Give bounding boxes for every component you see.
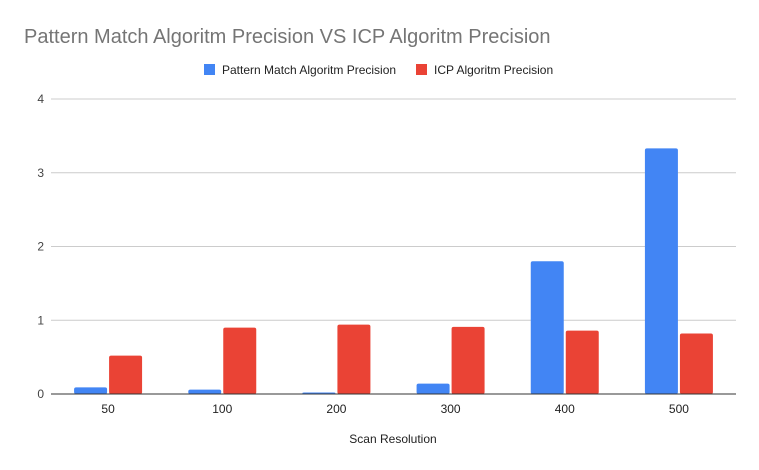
y-tick-label: 4 bbox=[37, 92, 44, 106]
y-tick-label: 3 bbox=[37, 166, 44, 180]
x-tick-label: 300 bbox=[441, 402, 461, 416]
x-tick-label: 500 bbox=[669, 402, 689, 416]
x-axis-label: Scan Resolution bbox=[349, 432, 436, 446]
bar-pattern-match-500 bbox=[644, 148, 678, 394]
legend-label-pattern-match: Pattern Match Algoritm Precision bbox=[222, 63, 396, 77]
chart-legend: Pattern Match Algoritm Precision ICP Alg… bbox=[204, 63, 553, 77]
y-tick-label: 1 bbox=[37, 313, 44, 327]
bar-pattern-match-400 bbox=[530, 261, 564, 394]
bars bbox=[74, 148, 713, 394]
bar-pattern-match-300 bbox=[416, 383, 450, 394]
y-tick-label: 0 bbox=[37, 387, 44, 401]
bar-icp-200 bbox=[337, 324, 371, 394]
legend-swatch-pattern-match bbox=[204, 64, 215, 75]
bar-icp-400 bbox=[565, 330, 599, 394]
legend-swatch-icp bbox=[416, 64, 427, 75]
x-axis-ticks: 50 100 200 300 400 500 bbox=[101, 402, 689, 416]
bar-icp-50 bbox=[109, 355, 143, 394]
gridlines bbox=[51, 98, 736, 321]
bar-icp-100 bbox=[223, 327, 257, 394]
bar-icp-500 bbox=[679, 333, 713, 394]
x-tick-label: 400 bbox=[555, 402, 575, 416]
legend-label-icp: ICP Algoritm Precision bbox=[434, 63, 553, 77]
chart-title: Pattern Match Algoritm Precision VS ICP … bbox=[24, 26, 551, 48]
x-tick-label: 100 bbox=[212, 402, 232, 416]
y-axis-ticks: 0 1 2 3 4 bbox=[37, 92, 44, 401]
bar-pattern-match-50 bbox=[74, 387, 108, 394]
bar-pattern-match-100 bbox=[188, 389, 222, 394]
x-tick-label: 50 bbox=[101, 402, 115, 416]
x-tick-label: 200 bbox=[326, 402, 346, 416]
bar-icp-300 bbox=[451, 326, 485, 394]
y-tick-label: 2 bbox=[37, 240, 44, 254]
